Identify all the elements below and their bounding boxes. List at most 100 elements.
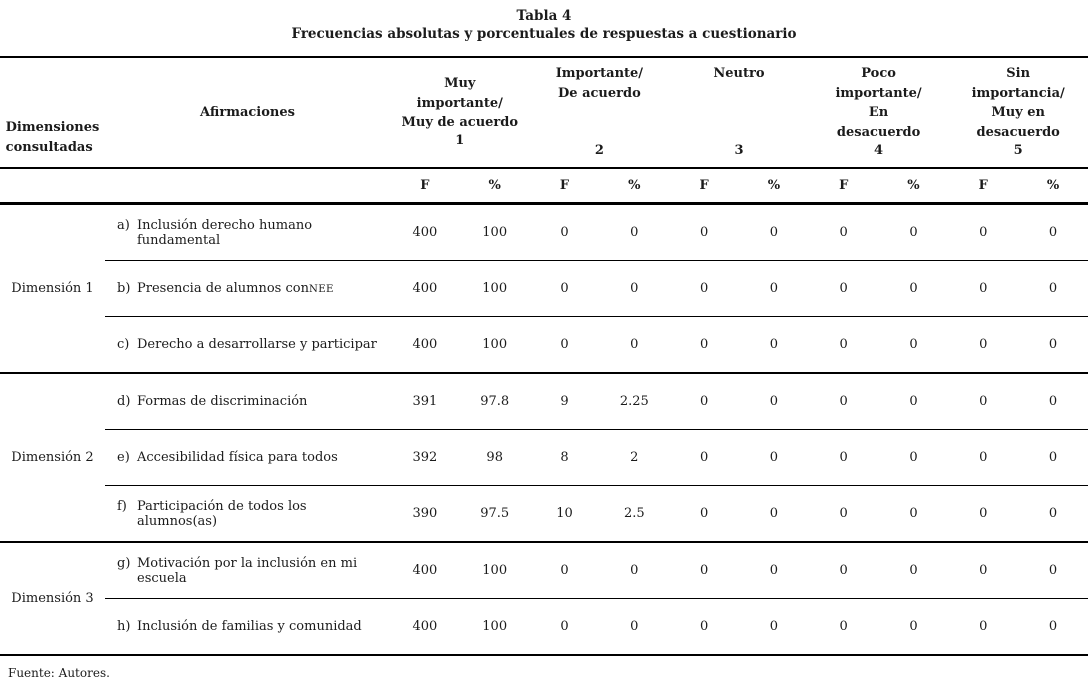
value-cell: 97.8 (480, 394, 510, 409)
value-cell: 0 (769, 394, 779, 409)
scale-4-number: 4 (874, 143, 884, 159)
value-cell: 0 (979, 506, 988, 521)
section-rows: a) Inclusión derecho humano fundamental … (105, 205, 1088, 372)
value-cell: 400 (412, 225, 438, 240)
affirmation-cell: d) Formas de discriminación (105, 394, 390, 409)
value-cell: 0 (909, 506, 918, 521)
value-cell: 0 (839, 225, 848, 240)
value-cell: 400 (412, 281, 438, 296)
table-subtitle: Frecuencias absolutas y porcentuales de … (291, 26, 797, 43)
affirmation-text: Inclusión de familias y comunidad (137, 619, 362, 634)
value-cell: 0 (839, 394, 848, 409)
value-cell: 100 (482, 563, 508, 578)
value-cell: 9 (560, 394, 569, 409)
value-cell: 0 (769, 450, 779, 465)
affirmation-suffix: NEE (308, 284, 334, 295)
value-cell: 0 (699, 619, 709, 634)
value-cell: 391 (412, 394, 438, 409)
scale-3-number: 3 (734, 143, 744, 159)
section-dimension-2: Dimensión 2 d) Formas de discriminación … (0, 374, 1088, 543)
value-cell: 0 (979, 225, 988, 240)
value-cell: 2.5 (623, 506, 645, 521)
value-cell: 0 (560, 225, 569, 240)
value-cell: 0 (769, 337, 779, 352)
value-cell: 0 (909, 450, 918, 465)
affirmation-cell: b) Presencia de alumnos con NEE (105, 281, 390, 296)
value-cell: 0 (630, 337, 639, 352)
table-row: h) Inclusión de familias y comunidad 400… (105, 598, 1088, 654)
section-dimension-1: Dimensión 1 a) Inclusión derecho humano … (0, 205, 1088, 374)
value-cell: 0 (560, 619, 569, 634)
value-cell: 400 (412, 337, 438, 352)
value-cell: 0 (560, 337, 569, 352)
affirmation-text: Presencia de alumnos con (137, 281, 309, 296)
scale-5-label: Sin importancia/ Muy en desacuerdo (971, 66, 1065, 140)
value-cell: 0 (1048, 506, 1058, 521)
header-affirmations: Afirmaciones (200, 105, 295, 120)
col-pct-4: % (907, 178, 920, 193)
header-scale-1: Muy importante/ Muy de acuerdo 1 (390, 58, 530, 167)
value-cell: 2.25 (619, 394, 649, 409)
table-number-title: Tabla 4 (516, 8, 572, 24)
affirmation-cell: a) Inclusión derecho humano fundamental (105, 218, 390, 248)
col-f-2: F (559, 178, 570, 193)
affirmation-cell: f) Participación de todos los alumnos(as… (105, 499, 390, 529)
affirmation-letter: a) (117, 217, 130, 233)
table-title-block: Tabla 4 Frecuencias absolutas y porcentu… (0, 0, 1088, 56)
affirmation-letter: e) (117, 450, 130, 465)
value-cell: 100 (482, 225, 508, 240)
affirmation-letter: h) (117, 619, 131, 634)
header-scale-4: Poco importante/ En desacuerdo 4 (809, 58, 949, 167)
value-cell: 0 (699, 337, 709, 352)
value-cell: 0 (979, 563, 988, 578)
table-row: f) Participación de todos los alumnos(as… (105, 485, 1088, 541)
table-row: c) Derecho a desarrollarse y participar … (105, 316, 1088, 372)
value-cell: 100 (482, 619, 508, 634)
value-cell: 0 (630, 619, 639, 634)
value-cell: 0 (1048, 281, 1058, 296)
value-cell: 0 (699, 506, 709, 521)
scale-3-label: Neutro (713, 66, 765, 81)
affirmation-letter: d) (117, 394, 131, 409)
affirmation-text: Derecho a desarrollarse y participar (137, 337, 377, 352)
value-cell: 0 (769, 563, 779, 578)
value-cell: 98 (486, 450, 503, 465)
value-cell: 0 (699, 450, 709, 465)
value-cell: 0 (699, 225, 709, 240)
col-f-5: F (978, 178, 988, 193)
col-f-3: F (699, 178, 709, 193)
value-cell: 0 (699, 563, 709, 578)
scale-5-number: 5 (1013, 143, 1023, 159)
dimension-label: Dimensión 2 (11, 450, 94, 465)
col-f-4: F (839, 178, 849, 193)
section-rows: g) Motivación por la inclusión en mi esc… (105, 543, 1088, 654)
value-cell: 0 (630, 225, 639, 240)
scale-1-label: Muy importante/ Muy de acuerdo (401, 76, 519, 131)
value-cell: 0 (769, 225, 779, 240)
value-cell: 0 (1048, 337, 1058, 352)
affirmation-cell: g) Motivación por la inclusión en mi esc… (105, 556, 390, 586)
table-row: a) Inclusión derecho humano fundamental … (105, 205, 1088, 260)
section-dimension-3: Dimensión 3 g) Motivación por la inclusi… (0, 543, 1088, 656)
value-cell: 0 (839, 506, 848, 521)
value-cell: 0 (979, 281, 988, 296)
table-row: d) Formas de discriminación 391 97.8 9 2… (105, 374, 1088, 429)
affirmation-letter: c) (117, 337, 130, 352)
value-cell: 8 (560, 450, 569, 465)
col-pct-2: % (628, 178, 641, 193)
affirmation-text: Motivación por la inclusión en mi escuel… (137, 555, 358, 586)
value-cell: 0 (1048, 394, 1058, 409)
affirmation-text: Inclusión derecho humano fundamental (137, 217, 313, 248)
value-cell: 400 (412, 563, 438, 578)
section-rows: d) Formas de discriminación 391 97.8 9 2… (105, 374, 1088, 541)
value-cell: 0 (909, 394, 918, 409)
table-row: b) Presencia de alumnos con NEE 400 100 … (105, 260, 1088, 316)
value-cell: 0 (769, 619, 779, 634)
value-cell: 100 (482, 337, 508, 352)
value-cell: 0 (699, 281, 709, 296)
scale-1-number: 1 (455, 132, 465, 148)
value-cell: 0 (839, 563, 848, 578)
affirmation-letter: b) (117, 281, 131, 296)
dimension-label: Dimensión 3 (11, 591, 94, 606)
